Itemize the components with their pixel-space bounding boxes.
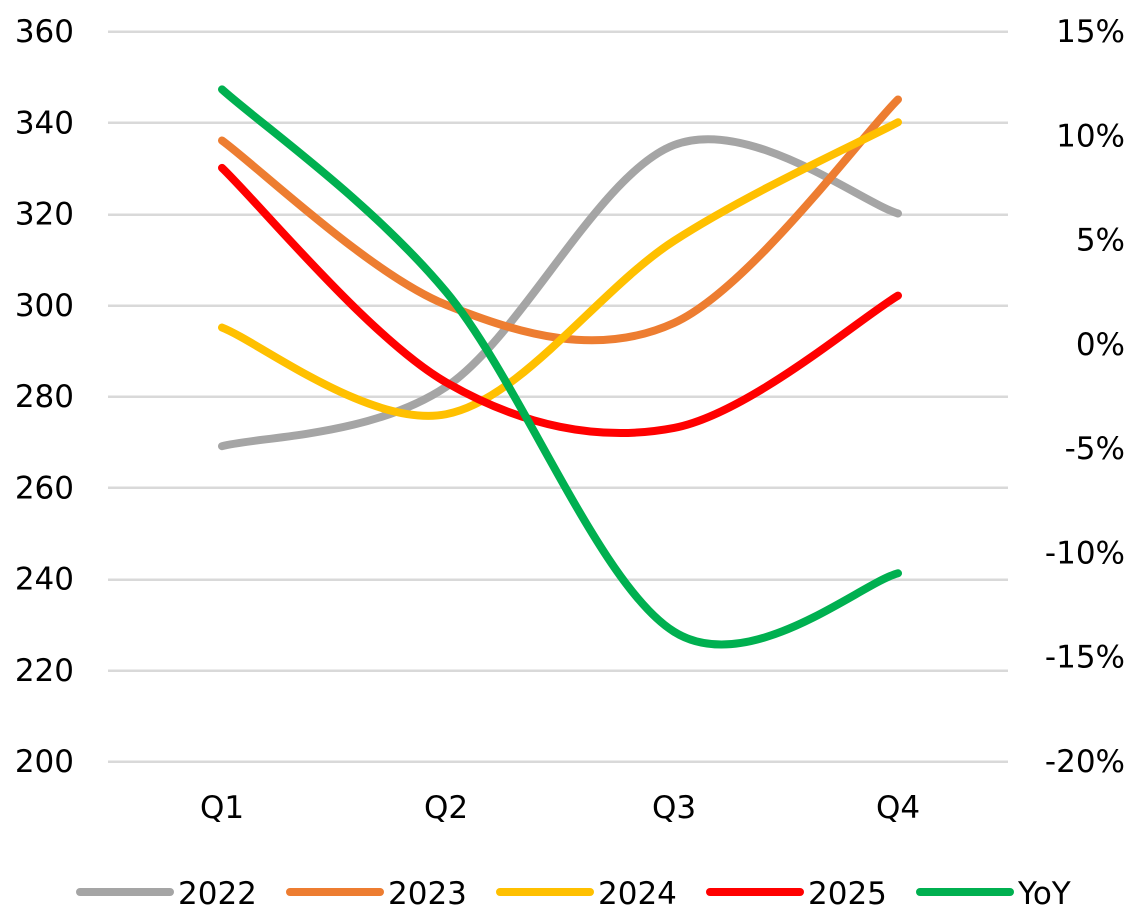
y-right-tick-label: 15% bbox=[1056, 14, 1125, 50]
x-tick-label: Q1 bbox=[200, 790, 244, 826]
legend-item-2024: 2024 bbox=[496, 876, 677, 912]
legend-item-yoy: YoY bbox=[916, 876, 1071, 912]
legend-label: 2022 bbox=[178, 876, 257, 912]
legend-item-2022: 2022 bbox=[76, 876, 257, 912]
legend-label: 2023 bbox=[388, 876, 467, 912]
y-left-tick-label: 360 bbox=[15, 14, 74, 50]
legend-item-2025: 2025 bbox=[706, 876, 887, 912]
y-left-tick-label: 300 bbox=[15, 288, 74, 324]
y-right-tick-label: 0% bbox=[1076, 327, 1125, 363]
series-line-yoy bbox=[218, 85, 902, 649]
y-left-tick-label: 320 bbox=[15, 197, 74, 233]
y-left-tick-label: 200 bbox=[15, 744, 74, 780]
legend-label: YoY bbox=[1017, 876, 1071, 912]
y-right-tick-label: -5% bbox=[1065, 431, 1125, 467]
legend-label: 2025 bbox=[808, 876, 887, 912]
series-line-2023 bbox=[218, 95, 902, 345]
y-left-tick-label: 340 bbox=[15, 105, 74, 141]
y-right-tick-label: -20% bbox=[1045, 744, 1125, 780]
gridlines bbox=[108, 30, 1008, 763]
legend: 2022 2023 2024 2025 YoY bbox=[76, 876, 1071, 912]
y-right-tick-label: -10% bbox=[1045, 535, 1125, 571]
x-tick-label: Q4 bbox=[876, 790, 920, 826]
y-axis-right: 15% 10% 5% 0% -5% -10% -15% -20% bbox=[1045, 14, 1125, 780]
series-line-2022 bbox=[218, 135, 902, 451]
x-tick-label: Q2 bbox=[424, 790, 468, 826]
x-axis: Q1 Q2 Q3 Q4 bbox=[200, 790, 920, 826]
y-left-tick-label: 280 bbox=[15, 379, 74, 415]
y-right-tick-label: 10% bbox=[1056, 118, 1125, 154]
series-line-2025 bbox=[218, 163, 902, 437]
y-left-tick-label: 260 bbox=[15, 470, 74, 506]
series-line-2024 bbox=[218, 118, 902, 420]
y-left-tick-label: 220 bbox=[15, 653, 74, 689]
x-tick-label: Q3 bbox=[652, 790, 696, 826]
legend-item-2023: 2023 bbox=[286, 876, 467, 912]
y-axis-left: 360 340 320 300 280 260 240 220 200 bbox=[15, 14, 74, 780]
y-right-tick-label: 5% bbox=[1076, 223, 1125, 259]
series-lines bbox=[218, 85, 902, 649]
legend-label: 2024 bbox=[598, 876, 677, 912]
y-left-tick-label: 240 bbox=[15, 562, 74, 598]
y-right-tick-label: -15% bbox=[1045, 640, 1125, 676]
